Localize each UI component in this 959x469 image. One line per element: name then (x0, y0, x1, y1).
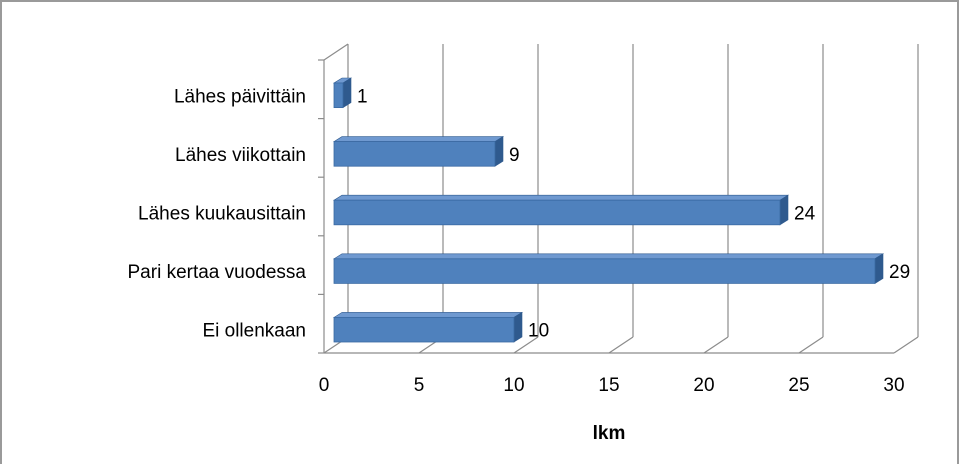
wall-top-edge (323, 43, 349, 61)
bar-1 (333, 82, 344, 109)
floor-line-15 (608, 336, 634, 354)
x-tick-label: 20 (693, 375, 714, 396)
bar-top-4 (332, 253, 885, 260)
data-label: 10 (528, 321, 549, 342)
category-label: Pari kertaa vuodessa (128, 262, 307, 283)
bar-2 (333, 141, 496, 167)
labels: 0 5 10 15 20 25 30 Lähes päivittäin 1 Lähes viiko… (128, 86, 911, 396)
bar-side-4 (874, 253, 884, 284)
x-tick-label: 30 (883, 375, 904, 396)
bar-3 (333, 199, 781, 226)
floor-line-25 (798, 336, 824, 354)
data-label: 29 (889, 262, 910, 283)
x-tick-label: 25 (788, 375, 809, 396)
category-label: Ei ollenkaan (202, 321, 306, 342)
bar-side-1 (342, 77, 352, 109)
bar-side-5 (513, 311, 523, 343)
bar-top-3 (332, 194, 790, 201)
bar-4 (333, 258, 876, 284)
x-tick-label: 5 (414, 375, 425, 396)
category-label: Lähes viikottain (175, 145, 306, 166)
bar-side-3 (779, 194, 789, 226)
gridlines (318, 43, 919, 354)
floor-line-30 (893, 336, 919, 354)
category-label: Lähes kuukausittain (138, 204, 306, 225)
floor-line-20 (703, 336, 729, 354)
x-tick-label: 10 (503, 375, 524, 396)
bars (332, 77, 885, 343)
bar-side-2 (494, 136, 504, 167)
data-label: 9 (509, 145, 520, 166)
bar-top-2 (332, 136, 505, 142)
data-label: 1 (357, 86, 368, 107)
category-label: Lähes päivittäin (174, 86, 306, 107)
floor-line-10 (513, 336, 539, 354)
bar-top-5 (332, 312, 524, 318)
x-tick-label: 0 (319, 375, 330, 396)
x-axis-title: lkm (593, 423, 626, 444)
data-label: 24 (794, 204, 816, 225)
bar-5 (333, 316, 515, 343)
x-tick-label: 15 (598, 375, 619, 396)
